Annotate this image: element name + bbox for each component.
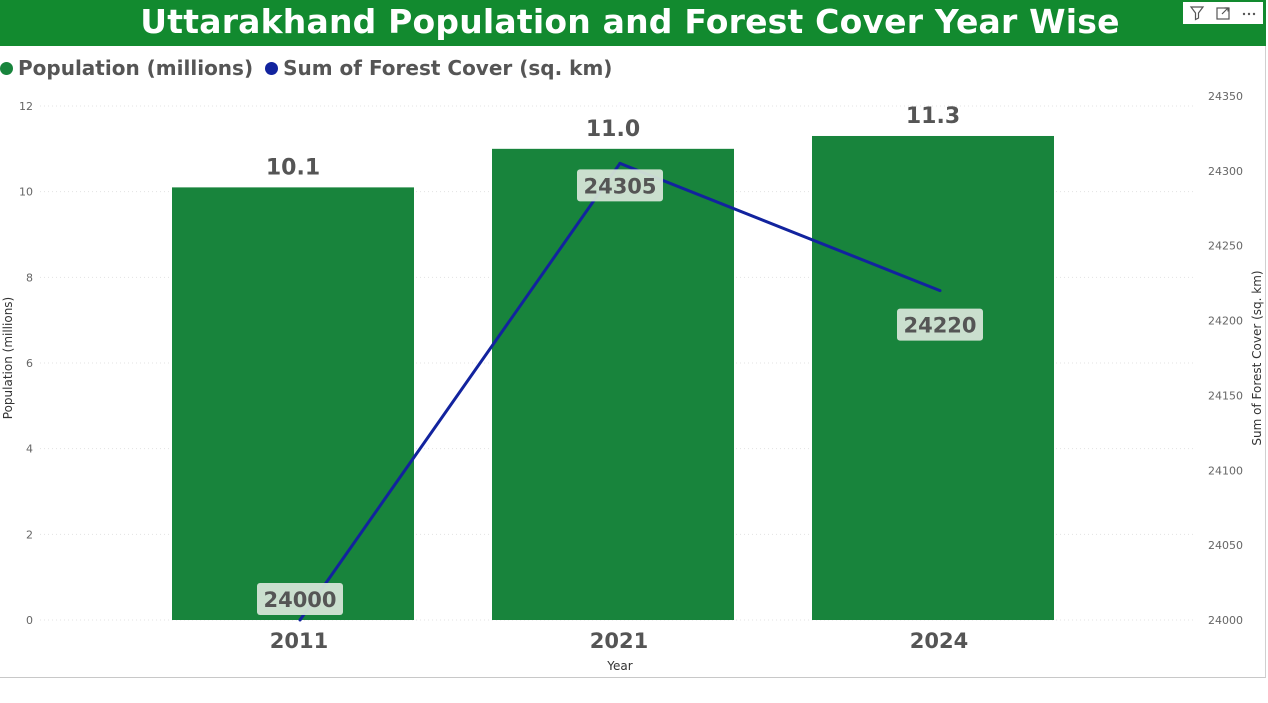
y-tick-label: 0 xyxy=(26,614,33,627)
focus-mode-icon[interactable] xyxy=(1211,2,1235,24)
line-data-label-text: 24000 xyxy=(263,588,336,612)
y-axis-left-title: Population (millions) xyxy=(1,297,15,419)
legend-dot-icon xyxy=(265,61,279,75)
data-label-background xyxy=(577,169,663,202)
x-tick-label: 2021 xyxy=(590,629,648,653)
y-tick-label: 12 xyxy=(19,100,33,113)
legend: Population (millions) Sum of Forest Cove… xyxy=(0,55,624,81)
legend-label-forest-cover: Sum of Forest Cover (sq. km) xyxy=(283,56,613,80)
y2-tick-label: 24250 xyxy=(1208,240,1243,253)
bar-2021[interactable] xyxy=(492,148,734,621)
y2-tick-label: 24350 xyxy=(1208,90,1243,103)
legend-label-population: Population (millions) xyxy=(18,56,254,80)
more-options-icon[interactable] xyxy=(1237,2,1261,24)
bar-data-label: 11.0 xyxy=(586,117,640,142)
chart-visual: Uttarakhand Population and Forest Cover … xyxy=(0,0,1266,678)
line-data-label: 24305 xyxy=(577,169,663,202)
y-tick-label: 10 xyxy=(19,186,33,199)
line-point-2021[interactable] xyxy=(618,161,622,165)
x-tick-label: 2011 xyxy=(270,629,328,653)
bar-data-labels: 10.1 11.0 11.3 xyxy=(266,104,960,180)
chart-plot-area: 0 2 4 6 8 10 12 24000 24050 24100 24150 24200 24250… xyxy=(1,90,1264,673)
y2-tick-label: 24200 xyxy=(1208,315,1243,328)
y-tick-label: 6 xyxy=(26,357,33,370)
legend-item-forest-cover[interactable]: Sum of Forest Cover (sq. km) xyxy=(265,56,612,80)
x-axis: 2011 2021 2024 xyxy=(270,629,968,653)
bars xyxy=(172,135,1054,621)
line-data-labels: 24000 24305 24220 xyxy=(257,169,983,615)
line-data-label: 24220 xyxy=(897,308,983,341)
line-data-label-text: 24220 xyxy=(903,314,976,338)
y-tick-label: 8 xyxy=(26,271,33,284)
line-point-2011[interactable] xyxy=(298,618,302,622)
x-tick-label: 2024 xyxy=(910,629,968,653)
line-data-label-text: 24305 xyxy=(583,174,656,198)
y-tick-label: 2 xyxy=(26,528,33,541)
bar-data-label: 11.3 xyxy=(906,104,960,129)
bar-data-label: 10.1 xyxy=(266,155,320,180)
legend-dot-icon xyxy=(0,61,13,75)
y2-tick-label: 24000 xyxy=(1208,614,1243,627)
x-axis-title: Year xyxy=(606,659,632,673)
chart-title: Uttarakhand Population and Forest Cover … xyxy=(140,2,1120,41)
bar-2024[interactable] xyxy=(812,135,1054,620)
y-axis-left: 0 2 4 6 8 10 12 xyxy=(19,100,33,627)
y-axis-right-title: Sum of Forest Cover (sq. km) xyxy=(1250,270,1264,445)
visual-header-icons xyxy=(1183,2,1263,24)
y-axis-right: 24000 24050 24100 24150 24200 24250 24300 24350 xyxy=(1208,90,1243,627)
y2-tick-label: 24150 xyxy=(1208,389,1243,402)
y-tick-label: 4 xyxy=(26,443,33,456)
y2-tick-label: 24050 xyxy=(1208,539,1243,552)
filter-icon[interactable] xyxy=(1185,2,1209,24)
line-point-2024[interactable] xyxy=(938,289,942,293)
forest-cover-line xyxy=(298,161,942,622)
title-bar: Uttarakhand Population and Forest Cover … xyxy=(0,0,1266,46)
y2-tick-label: 24100 xyxy=(1208,464,1243,477)
legend-item-population[interactable]: Population (millions) xyxy=(0,56,253,80)
data-label-background xyxy=(257,583,343,615)
bar-2011[interactable] xyxy=(172,187,414,620)
line-data-label: 24000 xyxy=(257,583,343,615)
data-label-background xyxy=(897,308,983,341)
y2-tick-label: 24300 xyxy=(1208,165,1243,178)
